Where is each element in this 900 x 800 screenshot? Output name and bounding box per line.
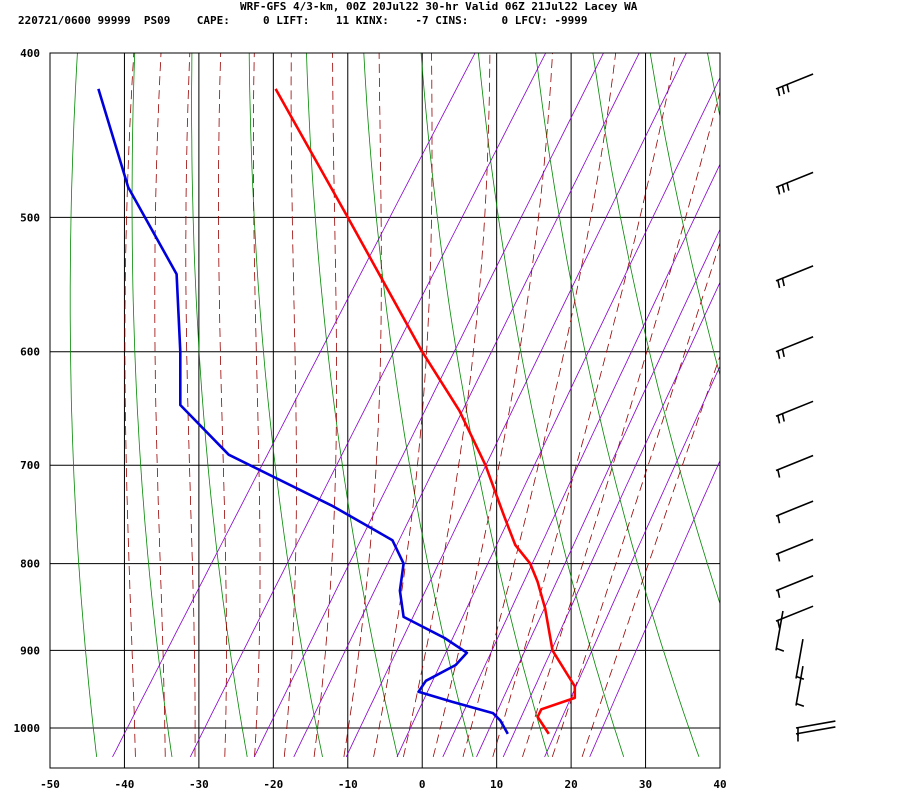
wind-barb (795, 666, 805, 708)
temperature-tick-label: -50 (40, 778, 60, 791)
mixing-ratio-line (544, 365, 720, 758)
dry-adiabat (707, 53, 720, 119)
wind-barb (775, 610, 785, 652)
wind-barb (795, 726, 836, 742)
temperature-tick-label: 20 (564, 778, 577, 791)
dry-adiabat (870, 15, 900, 757)
mixing-ratio-line (293, 53, 640, 758)
temperature-tick-label: -10 (338, 778, 358, 791)
dry-adiabat (757, 15, 900, 757)
chart-title: WRF-GFS 4/3-km, 00Z 20Jul22 30-hr Valid … (240, 0, 638, 13)
mixing-ratio-line (396, 76, 720, 758)
wind-barb (775, 454, 814, 478)
pressure-tick-label: 900 (20, 644, 40, 657)
pressure-tick-label: 400 (20, 47, 40, 60)
mixing-ratio-line (112, 53, 476, 758)
mixing-ratio-line (476, 228, 720, 758)
moist-adiabat (253, 53, 261, 757)
wind-barb (795, 638, 805, 680)
wind-barb (775, 265, 814, 289)
moist-adiabat (154, 53, 166, 757)
dry-adiabat (363, 53, 474, 758)
mixing-ratio-line (253, 53, 604, 758)
wind-barb (775, 538, 814, 562)
mixing-ratio-line (502, 281, 720, 758)
moist-adiabat (313, 53, 337, 757)
temperature-tick-label: 40 (713, 778, 726, 791)
moist-adiabat (522, 89, 720, 758)
dry-adiabat (592, 53, 720, 605)
moist-adiabat (185, 53, 196, 757)
moist-adiabat (581, 354, 720, 758)
temperature-tick-label: 10 (490, 778, 503, 791)
dry-adiabat (420, 53, 549, 758)
moist-adiabat (218, 53, 227, 757)
temperature-tick-label: 30 (639, 778, 652, 791)
wind-barb (775, 171, 814, 195)
temperature-tick-label: -20 (263, 778, 283, 791)
wind-barb (775, 73, 814, 97)
background-lines (50, 15, 900, 768)
dry-adiabat (191, 53, 248, 757)
moist-adiabat (283, 53, 297, 757)
dry-adiabat (69, 53, 98, 757)
mixing-ratio-line (345, 53, 687, 758)
pressure-tick-label: 600 (20, 346, 40, 359)
moist-adiabat (124, 53, 136, 757)
mixing-ratio-line (589, 459, 720, 758)
pressure-tick-label: 500 (20, 211, 40, 224)
moist-adiabat (432, 53, 553, 757)
plot-frame (49, 52, 721, 769)
mixing-ratio-line (442, 163, 720, 758)
pressure-tick-label: 1000 (14, 722, 41, 735)
dry-adiabat (131, 53, 173, 757)
dry-adiabat (649, 53, 720, 377)
dry-adiabat (814, 15, 900, 757)
moist-adiabat (492, 53, 677, 758)
dewpoint-profile (97, 88, 509, 735)
pressure-tick-label: 700 (20, 459, 40, 472)
wind-barb (775, 575, 814, 598)
temperature-tick-label: 0 (419, 778, 426, 791)
mixing-ratio-line (189, 53, 547, 758)
dry-adiabat (535, 53, 700, 758)
wind-barb (775, 500, 814, 524)
dry-adiabat (248, 53, 323, 757)
dry-adiabat (477, 53, 625, 758)
wind-barb (775, 400, 814, 424)
axis-ticks: 400 500 600 700 800 900 1000 -50 -40 -30 -20 -10 0 10… (14, 47, 727, 791)
moist-adiabat (343, 53, 382, 757)
sounding-indices: 220721/0600 99999 PS09 CAPE: 0 LIFT: 11 … (18, 14, 588, 27)
moist-adiabat (551, 241, 720, 758)
moist-adiabat (403, 53, 491, 757)
moist-adiabat (462, 53, 617, 757)
temperature-tick-label: -30 (189, 778, 209, 791)
temperature-profile (274, 88, 577, 735)
wind-barbs (775, 73, 836, 742)
wind-barb (775, 335, 814, 359)
pressure-tick-label: 800 (20, 558, 40, 571)
temperature-tick-label: -40 (115, 778, 135, 791)
dry-adiabat (306, 53, 399, 757)
series-layer (97, 88, 577, 735)
moist-adiabat (373, 53, 433, 757)
